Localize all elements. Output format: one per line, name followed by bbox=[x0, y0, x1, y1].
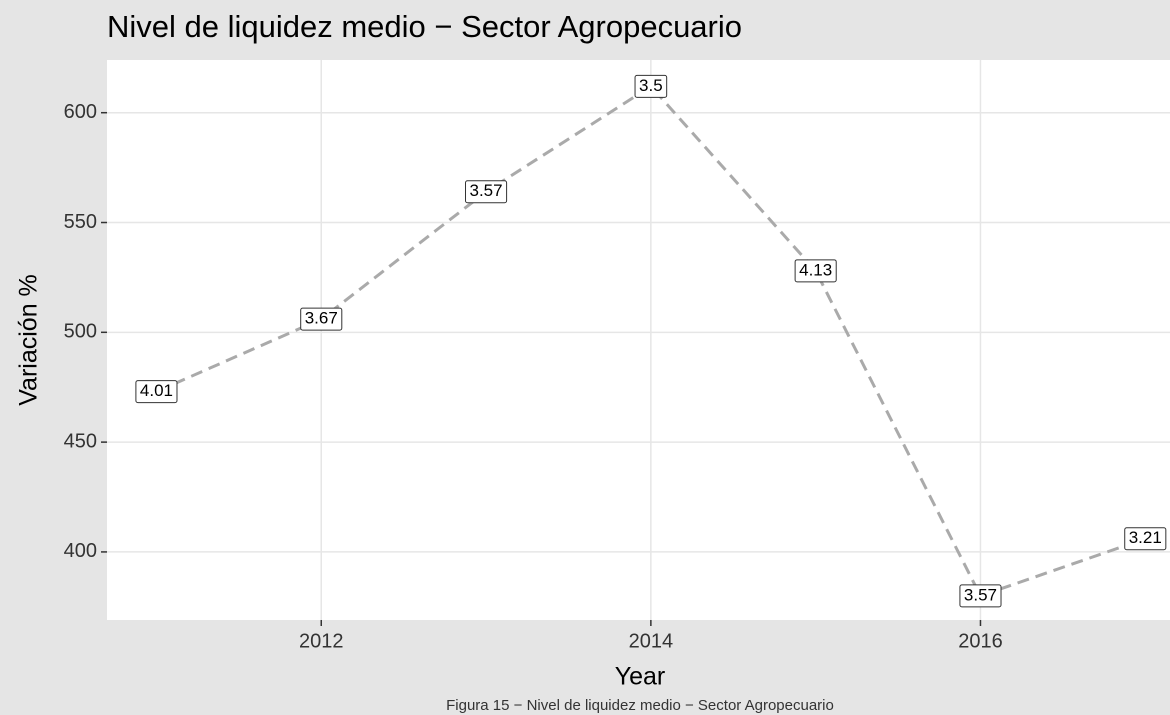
y-tick-label: 450 bbox=[64, 430, 97, 452]
label-box bbox=[794, 259, 837, 283]
y-tick-label: 400 bbox=[64, 540, 97, 562]
caption: Figura 15 − Nivel de liquidez medio − Se… bbox=[446, 697, 834, 714]
x-tick-label: 2012 bbox=[299, 630, 344, 652]
point-label: 4.13 bbox=[799, 260, 832, 279]
y-axis-label: Variación % bbox=[15, 274, 43, 406]
point-label: 3.57 bbox=[470, 181, 503, 200]
chart-title: Nivel de liquidez medio − Sector Agropec… bbox=[107, 9, 742, 44]
point-label: 4.01 bbox=[140, 381, 173, 400]
x-axis-label: Year bbox=[615, 663, 666, 691]
label-box bbox=[1124, 527, 1167, 551]
x-tick-label: 2016 bbox=[958, 630, 1003, 652]
label-box bbox=[300, 307, 343, 331]
label-box bbox=[634, 74, 668, 98]
x-tick-label: 2014 bbox=[629, 630, 674, 652]
y-tick-label: 550 bbox=[64, 211, 97, 233]
point-label: 3.21 bbox=[1129, 528, 1162, 547]
point-label: 3.5 bbox=[639, 76, 663, 95]
point-label: 3.67 bbox=[305, 309, 338, 328]
label-box bbox=[465, 180, 508, 204]
label-box bbox=[959, 584, 1002, 608]
y-tick-label: 500 bbox=[64, 321, 97, 343]
label-box bbox=[135, 380, 178, 404]
y-tick-label: 600 bbox=[64, 101, 97, 123]
plot-panel bbox=[107, 60, 1170, 620]
point-label: 3.57 bbox=[964, 585, 997, 604]
